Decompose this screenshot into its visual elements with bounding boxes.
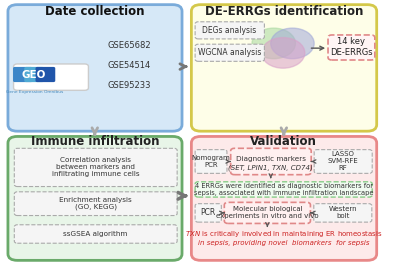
FancyBboxPatch shape [195, 44, 264, 61]
FancyBboxPatch shape [314, 150, 372, 173]
FancyBboxPatch shape [8, 5, 182, 131]
Text: Correlation analysis
between markers and
infiltrating immune cells: Correlation analysis between markers and… [52, 157, 139, 178]
Text: WGCNA analysis: WGCNA analysis [198, 48, 261, 57]
FancyBboxPatch shape [13, 67, 33, 82]
Circle shape [261, 38, 305, 68]
FancyBboxPatch shape [191, 5, 377, 131]
Text: Gene Expression Omnibus: Gene Expression Omnibus [6, 90, 63, 94]
Text: GEO: GEO [22, 69, 46, 80]
Text: ssGSEA algorithm: ssGSEA algorithm [63, 231, 128, 237]
FancyBboxPatch shape [24, 67, 44, 82]
Text: 14 key
DE-ERRGs: 14 key DE-ERRGs [330, 37, 372, 56]
Circle shape [252, 28, 296, 59]
FancyBboxPatch shape [231, 148, 311, 175]
Text: Nomogram
PCR: Nomogram PCR [192, 155, 230, 168]
FancyBboxPatch shape [14, 148, 177, 187]
FancyBboxPatch shape [14, 64, 88, 90]
FancyBboxPatch shape [8, 136, 182, 260]
Text: in sepsis, providing novel  biomarkers  for sepsis: in sepsis, providing novel biomarkers fo… [198, 240, 370, 246]
Text: 4 ERRGs were identified as diagnostic biomarkers for
sepsis, associated with imm: 4 ERRGs were identified as diagnostic bi… [194, 183, 374, 196]
Text: LASSO
SVM-RFE
RF: LASSO SVM-RFE RF [328, 152, 358, 171]
Text: Molecular biological
experiments in vitro and vivo: Molecular biological experiments in vitr… [216, 206, 319, 219]
Text: Western
bolt: Western bolt [329, 206, 357, 219]
FancyBboxPatch shape [36, 67, 55, 82]
Text: Diagnostic markers: Diagnostic markers [236, 156, 306, 162]
FancyBboxPatch shape [314, 204, 372, 222]
Text: PCR: PCR [201, 208, 216, 217]
Text: Validation: Validation [250, 135, 317, 148]
FancyBboxPatch shape [195, 22, 264, 39]
Text: $\it{TXN}$ is critically involved in maintaining ER homeostasis: $\it{TXN}$ is critically involved in mai… [185, 229, 383, 239]
Circle shape [271, 28, 314, 59]
Text: Enrichment analysis
(GO, KEGG): Enrichment analysis (GO, KEGG) [59, 197, 132, 210]
Text: GSE54514: GSE54514 [108, 61, 151, 70]
FancyBboxPatch shape [328, 35, 375, 60]
Text: (SET, LPIN1, TXN, CD74): (SET, LPIN1, TXN, CD74) [228, 165, 313, 171]
FancyBboxPatch shape [195, 204, 221, 222]
Text: Date collection: Date collection [45, 5, 144, 18]
FancyBboxPatch shape [14, 225, 177, 243]
FancyBboxPatch shape [195, 150, 227, 173]
FancyBboxPatch shape [14, 192, 177, 215]
Text: DE-ERRGs identification: DE-ERRGs identification [205, 5, 363, 18]
FancyBboxPatch shape [224, 202, 310, 223]
Text: DEGs analysis: DEGs analysis [202, 26, 257, 35]
Text: GSE95233: GSE95233 [108, 81, 151, 90]
FancyBboxPatch shape [191, 136, 377, 260]
Text: Immune infiltration: Immune infiltration [30, 135, 159, 148]
FancyBboxPatch shape [195, 182, 372, 197]
Text: GSE65682: GSE65682 [108, 41, 152, 50]
